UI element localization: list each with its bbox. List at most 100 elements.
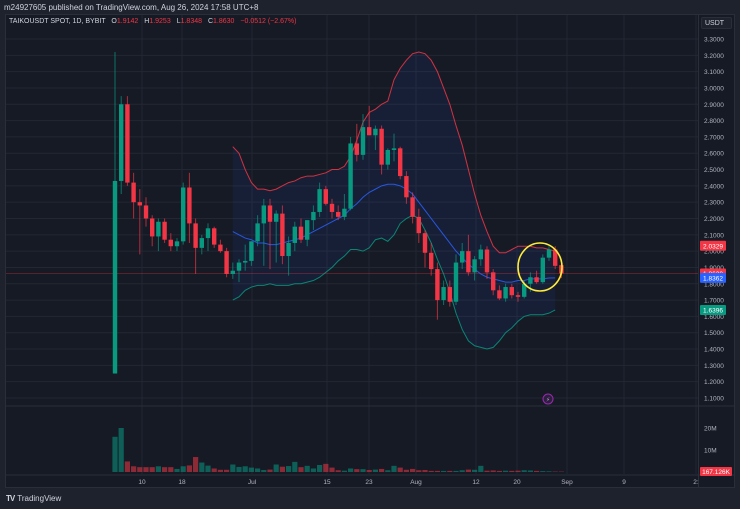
candle-body[interactable] bbox=[354, 143, 359, 155]
candle-body[interactable] bbox=[472, 259, 477, 273]
candle-body[interactable] bbox=[348, 143, 353, 209]
time-tick-label: 15 bbox=[323, 479, 331, 486]
candle-body[interactable] bbox=[429, 252, 434, 270]
volume-bar bbox=[403, 469, 409, 472]
currency-unit-button[interactable]: USDT bbox=[701, 17, 732, 29]
candle-body[interactable] bbox=[125, 104, 130, 183]
candle-body[interactable] bbox=[162, 221, 167, 240]
candle-body[interactable] bbox=[466, 251, 471, 273]
candle-body[interactable] bbox=[212, 228, 217, 245]
candle-body[interactable] bbox=[305, 220, 310, 240]
volume-bar bbox=[354, 469, 360, 472]
price-axis-badge bbox=[700, 272, 726, 283]
candle-body[interactable] bbox=[491, 272, 496, 291]
candle-body[interactable] bbox=[422, 233, 428, 253]
candle-body[interactable] bbox=[261, 205, 266, 224]
candle-body[interactable] bbox=[342, 208, 347, 217]
candle-body[interactable] bbox=[236, 262, 242, 271]
candle-body[interactable] bbox=[546, 249, 552, 258]
candle-body[interactable] bbox=[379, 128, 384, 165]
candle-body[interactable] bbox=[329, 203, 335, 212]
volume-bar bbox=[317, 464, 323, 472]
candle-body[interactable] bbox=[255, 223, 260, 242]
candle-body[interactable] bbox=[311, 211, 316, 221]
price-tick-label: 1.8000 bbox=[704, 281, 724, 288]
candle-body[interactable] bbox=[441, 287, 446, 301]
candle-body[interactable] bbox=[156, 221, 161, 237]
candle-body[interactable] bbox=[218, 244, 223, 252]
candle-body[interactable] bbox=[317, 189, 322, 212]
volume-bar bbox=[490, 470, 496, 472]
candle-body[interactable] bbox=[497, 290, 502, 299]
volume-bar bbox=[546, 471, 552, 472]
price-tick-label: 2.4000 bbox=[704, 183, 724, 190]
candle-body[interactable] bbox=[112, 180, 118, 374]
candle-body[interactable] bbox=[199, 238, 204, 248]
volume-bar bbox=[224, 469, 230, 472]
volume-bar bbox=[298, 467, 304, 472]
volume-bar bbox=[416, 470, 422, 472]
candle-body[interactable] bbox=[119, 104, 124, 181]
candle-body[interactable] bbox=[249, 241, 254, 261]
candle-body[interactable] bbox=[360, 127, 366, 155]
tradingview-logo[interactable]: TV TradingView bbox=[6, 494, 61, 503]
candle-body[interactable] bbox=[143, 205, 149, 219]
candle-body[interactable] bbox=[336, 211, 341, 217]
candle-body[interactable] bbox=[540, 257, 545, 283]
price-axis[interactable] bbox=[699, 14, 735, 488]
lightning-event-icon[interactable] bbox=[542, 393, 554, 405]
volume-bar bbox=[304, 465, 310, 472]
candle-body[interactable] bbox=[274, 213, 279, 222]
candle-body[interactable] bbox=[292, 226, 297, 243]
candle-body[interactable] bbox=[150, 218, 155, 237]
candle-body[interactable] bbox=[286, 242, 291, 257]
candle-body[interactable] bbox=[478, 249, 483, 260]
candle-body[interactable] bbox=[168, 239, 173, 247]
candle-body[interactable] bbox=[385, 149, 390, 165]
candle-body[interactable] bbox=[373, 128, 378, 136]
candle-body[interactable] bbox=[205, 228, 211, 239]
candle-body[interactable] bbox=[453, 262, 459, 302]
candle-body[interactable] bbox=[230, 270, 235, 274]
price-tick-label: 2.2000 bbox=[704, 216, 724, 223]
candle-body[interactable] bbox=[460, 251, 465, 263]
volume-bar bbox=[447, 470, 453, 472]
candle-body[interactable] bbox=[174, 241, 180, 247]
candle-body[interactable] bbox=[137, 202, 142, 206]
candle-body[interactable] bbox=[323, 189, 328, 204]
candle-body[interactable] bbox=[193, 223, 198, 248]
candle-body[interactable] bbox=[367, 127, 372, 136]
candle-body[interactable] bbox=[267, 205, 273, 222]
candle-body[interactable] bbox=[131, 182, 136, 203]
candle-body[interactable] bbox=[522, 283, 527, 297]
candle-body[interactable] bbox=[435, 269, 440, 301]
candle-body[interactable] bbox=[484, 249, 490, 273]
price-tick-label: 1.1000 bbox=[704, 396, 724, 403]
candle-body[interactable] bbox=[515, 295, 521, 297]
candle-body[interactable] bbox=[391, 148, 397, 150]
candle-body[interactable] bbox=[416, 216, 421, 234]
price-axis-badge-label: 1.6396 bbox=[703, 307, 723, 314]
candle-body[interactable] bbox=[528, 277, 533, 284]
candle-body[interactable] bbox=[534, 277, 539, 283]
candle-body[interactable] bbox=[280, 213, 285, 257]
time-tick-label: 18 bbox=[178, 479, 186, 486]
candle-body[interactable] bbox=[509, 287, 514, 296]
volume-bar bbox=[323, 463, 329, 472]
price-tick-label: 1.5000 bbox=[704, 330, 724, 337]
price-tick-label: 2.6000 bbox=[704, 151, 724, 158]
bollinger-upper-line bbox=[232, 51, 556, 254]
candle-body[interactable] bbox=[553, 249, 558, 266]
candle-body[interactable] bbox=[243, 260, 248, 263]
candle-body[interactable] bbox=[187, 187, 192, 224]
candle-body[interactable] bbox=[298, 226, 304, 240]
candle-body[interactable] bbox=[224, 251, 229, 274]
candle-body[interactable] bbox=[447, 287, 452, 302]
candle-body[interactable] bbox=[398, 148, 403, 177]
candle-body[interactable] bbox=[503, 287, 508, 299]
candle-body[interactable] bbox=[181, 187, 186, 242]
highlight-circle-annotation[interactable] bbox=[517, 242, 563, 292]
candle-body[interactable] bbox=[404, 176, 409, 198]
candle-body[interactable] bbox=[410, 197, 415, 217]
